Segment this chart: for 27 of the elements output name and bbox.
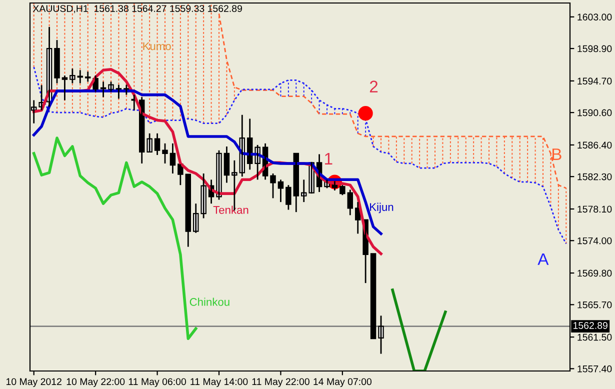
y-tick-label: 1582.30 — [578, 173, 612, 180]
y-tick-label: 1603.00 — [578, 14, 612, 21]
series-label: Tenkan — [213, 206, 248, 214]
x-tick-label: 14 May 07:00 — [314, 378, 372, 388]
y-tick-label: 1578.10 — [578, 206, 612, 213]
series-label: Chinkou — [190, 298, 230, 306]
y-tick-label: 1598.90 — [578, 45, 612, 52]
y-tick-label: 1557.40 — [578, 365, 612, 372]
series-label: B — [552, 148, 562, 160]
y-tick-label: 1565.70 — [578, 301, 612, 308]
y-tick-label: 1594.70 — [578, 78, 612, 85]
annotation: 2 — [370, 80, 378, 92]
x-tick-label: 11 May 14:00 — [190, 378, 248, 388]
annotation: 1 — [325, 152, 332, 164]
x-tick-label: 11 May 22:00 — [252, 378, 310, 388]
y-tick-label: 1590.60 — [578, 109, 612, 116]
series-label: A — [538, 253, 549, 265]
x-tick-label: 10 May 2012 — [6, 378, 62, 388]
x-tick-label: 10 May 22:00 — [66, 378, 125, 388]
series-label: Kijun — [370, 202, 394, 214]
y-tick-label: 1586.40 — [578, 142, 612, 149]
annotation: Kumo — [143, 42, 171, 50]
y-tick-label: 1569.80 — [578, 270, 612, 277]
y-tick-label: 1561.50 — [578, 334, 612, 341]
y-tick-label: 1574.00 — [578, 237, 612, 244]
x-tick-label: 11 May 06:00 — [128, 378, 186, 388]
ref-line-label: 1562.89 — [574, 322, 608, 329]
